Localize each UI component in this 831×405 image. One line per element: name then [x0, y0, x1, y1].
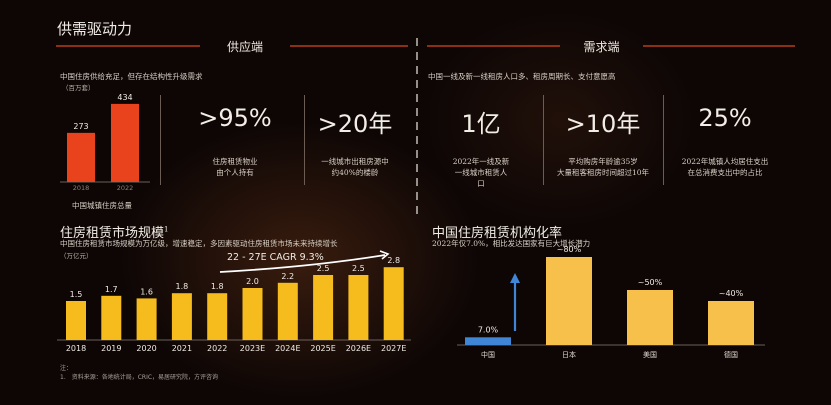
supply-mini-caption: 中国城镇住房总量 — [72, 201, 132, 210]
data-label: 2.8 — [387, 256, 400, 265]
bar — [171, 293, 192, 340]
kpi-value: >20年 — [317, 110, 393, 138]
bar — [348, 275, 369, 340]
institutionalization-chart: 7.0% 中国 ~80% 日本 ~50% 美国 ~40% 德国 — [457, 245, 765, 359]
market-title: 住房租赁市场规模1 — [60, 225, 169, 241]
kpi-desc: 平均购房年龄逾35岁 大量租客租房时间超过10年 — [556, 157, 650, 177]
kpi-desc: 一线城市出租房源中 约40%的楼龄 — [321, 157, 389, 177]
tick-label: 2018 — [66, 344, 86, 353]
inst-subtitle: 2022年仅7.0%，相比发达国家有巨大增长潜力 — [432, 239, 591, 248]
data-label: 1.5 — [70, 290, 83, 299]
growth-arrowhead — [510, 273, 520, 283]
tick-label: 2022 — [207, 344, 227, 353]
kpi-desc: 2022年城镇人均居住支出 在总消费支出中的占比 — [681, 157, 769, 177]
tick-label: 2021 — [172, 344, 192, 353]
data-label: 2.0 — [246, 277, 259, 286]
kpi-value: 1亿 — [461, 110, 501, 138]
bar — [101, 295, 122, 340]
data-label: ~80% — [557, 245, 582, 254]
bar — [708, 301, 754, 345]
bar — [383, 267, 404, 340]
supply-subtitle: 中国住房供给充足，但存在结构性升级需求 — [60, 72, 203, 81]
demand-header: 需求端 — [583, 40, 620, 54]
market-size-chart: 1.5 2018 1.7 2019 1.6 2020 1.8 2021 1.8 2022 2.0 20… — [57, 250, 411, 353]
market-subtitle: 中国住房租赁市场规模为万亿级，增速稳定，多因素驱动住房租赁市场未来持续增长 — [60, 239, 338, 248]
divider — [543, 95, 544, 185]
data-label: 1.6 — [140, 287, 153, 296]
kpi-value: >10年 — [565, 110, 641, 138]
bar — [67, 132, 95, 182]
tick-label: 美国 — [643, 350, 657, 359]
market-unit: （万亿元） — [60, 252, 93, 260]
bar — [465, 337, 511, 345]
tick-label: 德国 — [724, 350, 738, 359]
tick-label: 2022 — [117, 184, 134, 192]
bar — [313, 275, 334, 340]
cagr-label: 22 - 27E CAGR 9.3% — [227, 252, 324, 263]
kpi-value: >95% — [198, 104, 272, 132]
tick-label: 中国 — [481, 350, 495, 359]
data-label: 434 — [117, 93, 132, 102]
tick-label: 2026E — [346, 344, 371, 353]
tick-label: 2019 — [101, 344, 121, 353]
footnote-label: 注： — [60, 365, 73, 372]
tick-label: 日本 — [562, 350, 576, 359]
bar — [66, 301, 86, 340]
page-title: 供需驱动力 — [57, 20, 133, 38]
cagr-arrowhead — [379, 250, 390, 260]
data-label: 2.2 — [281, 272, 294, 281]
supply-unit: （百万套） — [62, 84, 95, 92]
divider — [663, 95, 664, 185]
divider — [160, 95, 161, 185]
data-label: 1.8 — [176, 282, 189, 291]
data-label: 273 — [73, 122, 88, 131]
data-label: 1.7 — [105, 285, 118, 294]
tick-label: 2025E — [310, 344, 335, 353]
kpi-desc: 住房租赁物业 由个人持有 — [212, 157, 258, 177]
tick-label: 2020 — [136, 344, 156, 353]
tick-label: 2024E — [275, 344, 300, 353]
cagr-arrow — [219, 254, 386, 273]
supply-header: 供应端 — [226, 40, 263, 54]
bar — [111, 103, 139, 182]
data-label: ~40% — [719, 289, 744, 298]
divider — [304, 95, 305, 185]
data-label: ~50% — [638, 278, 663, 287]
bar — [242, 288, 263, 340]
kpi-desc: 2022年一线及新 一线城市租赁人口 — [452, 157, 510, 188]
data-label: 7.0% — [478, 325, 499, 334]
bar — [277, 282, 298, 340]
bar — [207, 293, 228, 340]
tick-label: 2018 — [73, 184, 90, 192]
bar — [546, 257, 592, 345]
housing-stock-chart: 273 2018 434 2022 — [60, 93, 150, 192]
bar — [136, 298, 157, 340]
tick-label: 2023E — [240, 344, 265, 353]
inst-title: 中国住房租赁机构化率 — [432, 226, 563, 241]
kpi-value: 25% — [698, 104, 752, 132]
data-label: 2.5 — [317, 264, 330, 273]
data-label: 1.8 — [211, 282, 224, 291]
bar — [627, 290, 673, 345]
data-label: 2.5 — [352, 264, 365, 273]
footnote-text: 1. 资料来源：各地统计局，CRIC，易居研究院，方评咨询 — [60, 374, 219, 381]
tick-label: 2027E — [381, 344, 406, 353]
demand-subtitle: 中国一线及新一线租房人口多、租房周期长、支付意愿高 — [428, 72, 616, 81]
